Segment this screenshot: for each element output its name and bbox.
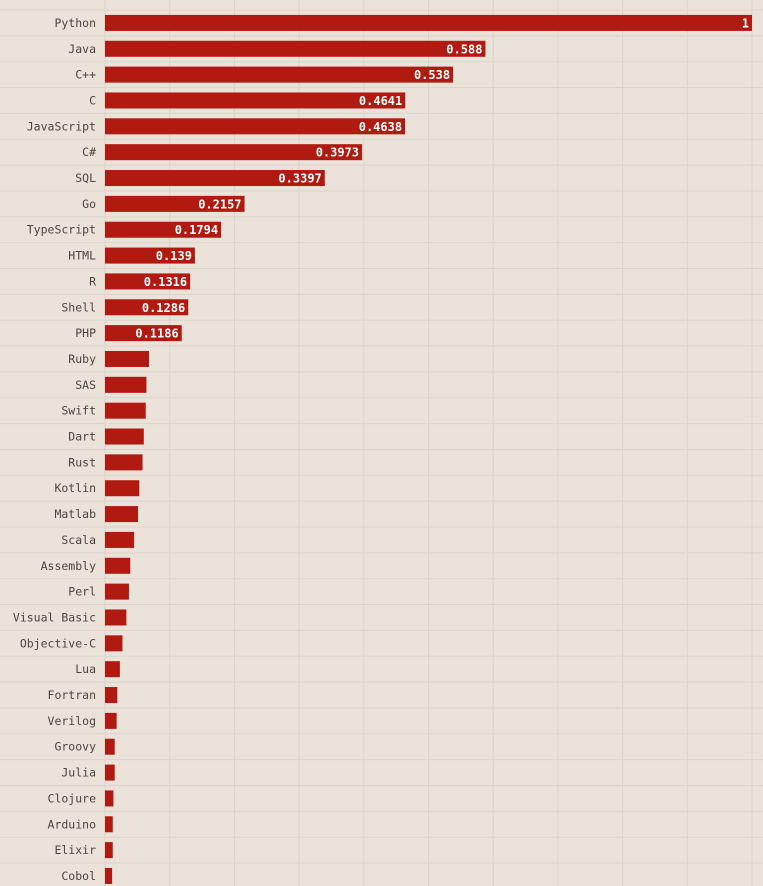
category-label: Dart [68,430,96,444]
bar-go [105,195,245,212]
category-label: Kotlin [54,481,96,495]
bar-assembly [105,557,131,574]
data-label: 0.588 [446,42,482,56]
category-label: R [89,274,96,288]
category-label: Julia [61,766,96,780]
data-label: 0.3973 [316,146,359,160]
bar-groovy [105,738,115,755]
category-label: SQL [75,171,96,185]
bar-r [105,273,191,290]
category-label: C++ [75,68,96,82]
category-label: Clojure [48,791,97,805]
bar-sql [105,170,325,187]
category-label: Cobol [61,869,96,883]
data-label: 0.4641 [359,94,402,108]
category-label: Visual Basic [13,610,96,624]
category-label: Lua [75,662,96,676]
bar-kotlin [105,480,140,497]
category-label: Java [68,42,96,56]
bar-scala [105,531,135,548]
category-label: SAS [75,378,96,392]
bar-visual-basic [105,609,127,626]
category-label: Python [54,16,96,30]
bar-html [105,247,195,264]
data-label: 0.139 [156,249,192,263]
data-label: 0.1286 [142,301,185,315]
category-label: Scala [61,533,96,547]
category-labels: Python Java C++ C JavaScript C# SQL Go TypeScrip… [13,16,96,883]
bar-clojure [105,790,114,807]
data-label: 0.2157 [198,197,241,211]
bar-javascript [105,118,406,135]
category-label: HTML [68,249,96,263]
bar-arduino [105,816,113,833]
bar-julia [105,764,115,781]
bar-shell [105,299,189,316]
bar-perl [105,583,129,600]
bars [105,14,752,884]
category-label: Shell [61,300,96,314]
bar-fortran [105,687,118,704]
data-label: 0.3397 [278,172,321,186]
bar-cobol [105,867,113,884]
bar-ruby [105,350,149,367]
bar-lua [105,661,120,678]
category-label: PHP [75,326,96,340]
category-label: Rust [68,455,96,469]
category-label: Groovy [54,740,96,754]
bar-typescript [105,221,222,238]
data-label: 0.1316 [144,275,187,289]
data-label: 0.4638 [359,120,402,134]
category-label: C# [82,145,96,159]
bar-c- [105,66,454,83]
bar-verilog [105,712,117,729]
category-label: Assembly [41,559,96,573]
category-label: C [89,93,96,107]
bar-rust [105,454,143,471]
bar-matlab [105,506,138,523]
bar-c [105,92,406,109]
bar-elixir [105,842,113,859]
category-label: Objective-C [20,636,96,650]
data-label: 0.1794 [175,223,218,237]
category-label: Matlab [54,507,96,521]
bar-c- [105,144,363,161]
bar-php [105,325,182,342]
bar-swift [105,402,146,419]
data-label: 0.538 [414,68,450,82]
category-label: JavaScript [27,119,96,133]
category-label: Perl [68,585,96,599]
bar-objective-c [105,635,123,652]
category-label: Go [82,197,96,211]
data-label: 1 [742,16,749,30]
category-label: Verilog [48,714,96,728]
category-label: Arduino [48,817,97,831]
bar-sas [105,376,147,393]
category-label: Fortran [48,688,96,702]
category-label: Ruby [68,352,96,366]
data-label: 0.1186 [135,327,178,341]
bar-python [105,14,752,31]
category-label: Swift [61,404,96,418]
bar-dart [105,428,144,445]
category-label: TypeScript [27,223,96,237]
category-label: Elixir [54,843,96,857]
bar-java [105,40,486,57]
